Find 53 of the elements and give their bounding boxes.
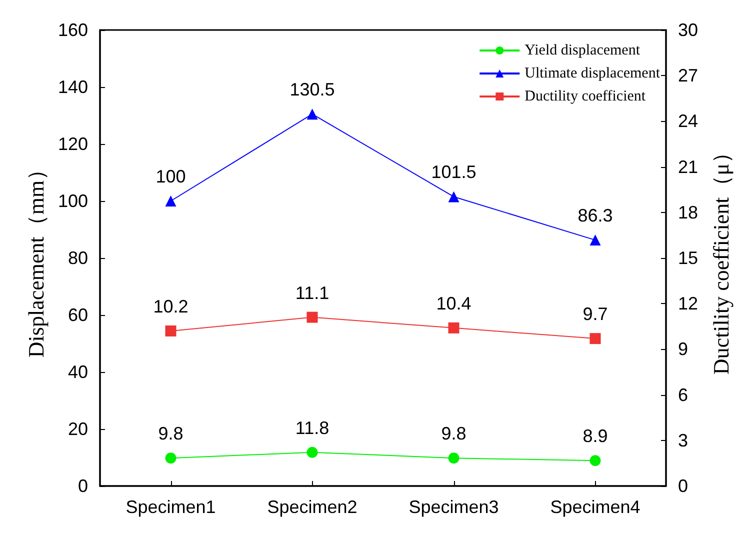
y-tick-label: 120 [58, 134, 88, 154]
y2-axis-title: Ductility coefficient（μ） [708, 141, 734, 375]
data-label: 9.8 [441, 424, 466, 444]
data-label: 130.5 [290, 80, 335, 100]
y2-tick-label: 24 [678, 111, 698, 132]
point [165, 325, 176, 336]
point [448, 322, 460, 334]
legend-label: Ultimate displacement [524, 66, 661, 82]
y2-tick-label: 15 [678, 248, 698, 268]
y2-tick-label: 18 [678, 202, 698, 222]
data-label: 9.7 [582, 304, 608, 324]
point [165, 452, 176, 464]
y2-tick-label: 9 [678, 339, 688, 360]
point [306, 312, 318, 323]
point [590, 455, 601, 466]
point [306, 446, 318, 458]
point [590, 333, 601, 344]
data-label: 9.8 [158, 424, 184, 444]
y-axis-title: Displacement（mm） [24, 158, 49, 358]
point [306, 108, 318, 120]
y2-tick-label: 3 [678, 430, 688, 450]
x-tick-label: Specimen3 [408, 497, 499, 517]
data-label: 101.5 [431, 162, 476, 182]
data-label: 100 [156, 166, 186, 186]
data-label: 8.9 [582, 426, 608, 446]
y-tick-label: 100 [58, 191, 88, 211]
point [590, 234, 601, 246]
legend-label: Yield displacement [524, 42, 641, 58]
data-label: 11.8 [295, 418, 330, 438]
y2-tick-label: 6 [678, 384, 688, 405]
y-tick-label: 60 [68, 305, 88, 325]
x-tick-label: Specimen2 [267, 497, 358, 517]
point [165, 196, 176, 206]
data-label: 10.2 [153, 296, 188, 316]
y-tick-label: 160 [58, 20, 88, 40]
x-tick-label: Specimen4 [550, 497, 640, 517]
y-tick-label: 80 [68, 248, 88, 268]
y2-tick-label: 21 [678, 156, 698, 177]
y2-tick-label: 27 [678, 66, 698, 86]
y2-tick-label: 0 [678, 476, 688, 496]
point [448, 191, 460, 202]
legend-label: Ductility coefficient [524, 88, 646, 104]
data-label: 11.1 [295, 282, 330, 303]
y-tick-label: 40 [68, 362, 88, 382]
y-tick-label: 140 [58, 77, 88, 97]
data-label: 86.3 [578, 206, 613, 226]
y-tick-label: 0 [78, 476, 88, 496]
x-tick-label: Specimen1 [126, 497, 216, 517]
point [448, 452, 460, 464]
data-label: 10.4 [436, 293, 472, 314]
y2-tick-label: 12 [678, 294, 698, 314]
y2-tick-label: 30 [678, 20, 698, 40]
y-tick-label: 20 [68, 419, 88, 439]
